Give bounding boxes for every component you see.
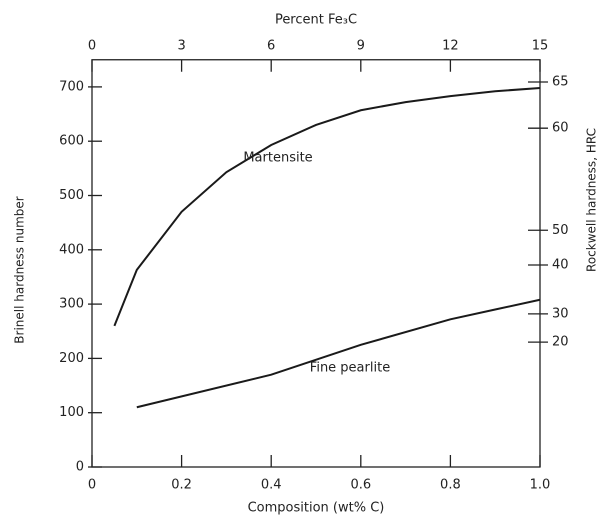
y-tick-label: 400	[59, 242, 84, 257]
x2-tick-label: 0	[88, 38, 96, 53]
x2-tick-label: 3	[177, 38, 185, 53]
y2-axis-label: Rockwell hardness, HRC	[585, 128, 599, 272]
y-tick-label: 700	[59, 79, 84, 94]
x-tick-label: 0	[88, 478, 96, 493]
x-tick-label: 0.2	[171, 478, 192, 493]
y-tick-label: 500	[59, 188, 84, 203]
y2-tick-label: 30	[552, 306, 569, 321]
y-tick-label: 100	[59, 405, 84, 420]
y-axis-label: Brinell hardness number	[13, 196, 27, 343]
y2-tick-label: 60	[552, 121, 569, 136]
x2-tick-label: 15	[532, 38, 549, 53]
x2-axis-label: Percent Fe₃C	[275, 13, 357, 28]
y2-tick-label: 50	[552, 223, 569, 238]
x-tick-label: 0.6	[350, 478, 371, 493]
y-tick-label: 200	[59, 351, 84, 366]
x2-tick-label: 12	[442, 38, 459, 53]
x-axis-label: Composition (wt% C)	[248, 501, 385, 516]
series-label: Fine pearlite	[310, 361, 390, 376]
x-tick-label: 0.4	[261, 478, 282, 493]
y-tick-label: 300	[59, 297, 84, 312]
y-tick-label: 0	[76, 460, 84, 475]
y2-tick-label: 20	[552, 335, 569, 350]
series-line	[136, 298, 541, 409]
x2-tick-label: 9	[357, 38, 365, 53]
series-line	[113, 86, 541, 327]
y2-tick-label: 65	[552, 75, 569, 90]
x-tick-label: 1.0	[530, 478, 551, 493]
plot-frame	[91, 59, 541, 468]
x-tick-label: 0.8	[440, 478, 461, 493]
series-label: Martensite	[243, 151, 312, 166]
x2-tick-label: 6	[267, 38, 275, 53]
y-tick-label: 600	[59, 134, 84, 149]
y2-tick-label: 40	[552, 258, 569, 273]
